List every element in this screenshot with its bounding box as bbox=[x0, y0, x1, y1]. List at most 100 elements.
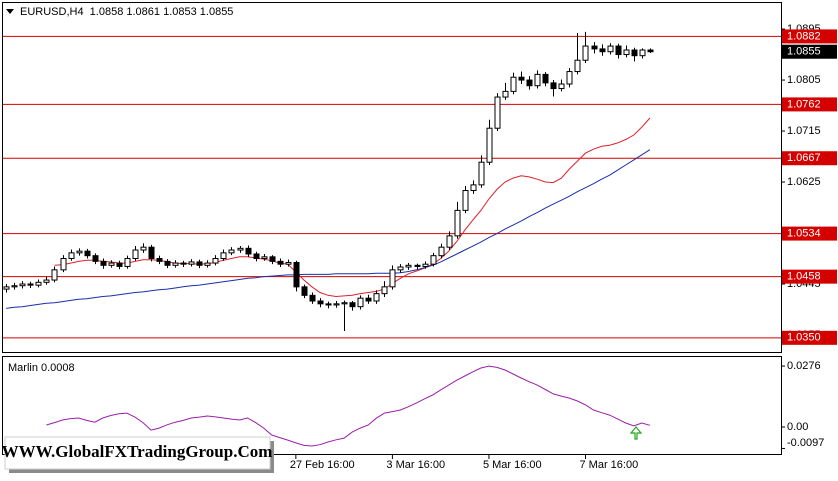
indicator-frame bbox=[2, 356, 782, 455]
lines-layer bbox=[6, 117, 651, 309]
candle-body bbox=[51, 269, 58, 281]
candle-body bbox=[140, 246, 147, 251]
candle-body bbox=[116, 262, 123, 267]
candle-body bbox=[470, 184, 477, 192]
candle-body bbox=[11, 285, 18, 288]
level-label-box bbox=[782, 226, 837, 241]
y-tick-label: 0.0276 bbox=[787, 360, 821, 372]
candle-body bbox=[261, 256, 268, 260]
ma-line bbox=[54, 117, 651, 298]
level-label-box bbox=[782, 330, 837, 345]
indicator-title: Marlin 0.0008 bbox=[8, 362, 75, 374]
candle-body bbox=[245, 247, 252, 255]
level-label-box bbox=[782, 269, 837, 284]
candle-body bbox=[430, 255, 437, 265]
candle-body bbox=[253, 253, 260, 260]
candle-body bbox=[108, 262, 115, 266]
candle-body bbox=[317, 300, 324, 305]
indicator-line bbox=[46, 365, 651, 447]
candle-body bbox=[381, 286, 388, 295]
candle-body bbox=[349, 302, 356, 308]
candle-body bbox=[542, 73, 549, 84]
candle-body bbox=[35, 281, 42, 286]
candle-body bbox=[228, 249, 235, 254]
candle-body bbox=[237, 247, 244, 251]
candle-body bbox=[325, 303, 332, 306]
candle-body bbox=[558, 83, 565, 90]
signal-arrow bbox=[629, 426, 643, 440]
candle-body bbox=[582, 45, 589, 61]
candle-body bbox=[309, 294, 316, 302]
candle-body bbox=[599, 48, 606, 53]
candles-layer bbox=[3, 31, 654, 332]
y-tick-label: 0.00 bbox=[787, 421, 808, 433]
y-tick-label: 1.0805 bbox=[787, 74, 821, 86]
candle-body bbox=[462, 190, 469, 211]
candle-body bbox=[615, 45, 622, 56]
candle-body bbox=[566, 71, 573, 85]
candle-body bbox=[357, 297, 364, 308]
ma-line bbox=[6, 149, 651, 309]
candle-body bbox=[172, 262, 179, 266]
watermark-box bbox=[4, 436, 271, 470]
candle-body bbox=[486, 127, 493, 163]
candle-body bbox=[550, 82, 557, 90]
main-frame bbox=[2, 2, 782, 353]
candle-body bbox=[68, 252, 75, 260]
candle-body bbox=[19, 283, 26, 287]
candle-body bbox=[518, 76, 525, 81]
candle-body bbox=[494, 96, 501, 129]
candle-body bbox=[92, 255, 99, 262]
candle-body bbox=[534, 73, 541, 87]
candle-body bbox=[647, 49, 654, 53]
y-tick-label: -0.0097 bbox=[787, 437, 824, 449]
x-tick-label: 27 Feb 16:00 bbox=[290, 459, 355, 471]
price-label: 1.0855 bbox=[787, 46, 821, 58]
candle-body bbox=[405, 264, 412, 268]
candle-body bbox=[414, 264, 421, 267]
candle-body bbox=[373, 293, 380, 302]
candle-body bbox=[591, 45, 598, 50]
candle-body bbox=[285, 261, 292, 265]
candle-body bbox=[478, 161, 485, 186]
candle-body bbox=[510, 76, 517, 92]
candle-body bbox=[156, 258, 163, 262]
candle-body bbox=[3, 286, 10, 290]
candle-body bbox=[397, 266, 404, 271]
candle-body bbox=[60, 258, 67, 271]
x-tick-label: 5 Mar 16:00 bbox=[483, 459, 542, 471]
candle-body bbox=[180, 262, 187, 265]
candle-body bbox=[293, 261, 300, 288]
indicator-layer: Marlin 0.0008 bbox=[8, 362, 651, 447]
candle-body bbox=[188, 261, 195, 265]
candle-body bbox=[196, 261, 203, 266]
chart-header: EURUSD,H4 1.0858 1.0861 1.0853 1.0855 bbox=[20, 6, 233, 18]
candle-body bbox=[164, 260, 171, 266]
level-label-box bbox=[782, 29, 837, 44]
level-label: 1.0882 bbox=[787, 30, 821, 42]
level-label: 1.0534 bbox=[787, 227, 821, 239]
level-label: 1.0667 bbox=[787, 152, 821, 164]
candle-body bbox=[526, 79, 533, 87]
candle-body bbox=[132, 249, 139, 260]
y-tick-label: 1.0715 bbox=[787, 125, 821, 137]
level-label: 1.0762 bbox=[787, 98, 821, 110]
candle-body bbox=[301, 286, 308, 296]
candle-body bbox=[341, 302, 348, 305]
candle-body bbox=[100, 260, 107, 266]
candle-body bbox=[631, 49, 638, 57]
candle-body bbox=[43, 279, 50, 283]
candle-body bbox=[220, 252, 227, 260]
candle-body bbox=[422, 263, 429, 267]
candle-body bbox=[204, 262, 211, 266]
candle-body bbox=[27, 283, 34, 286]
level-label: 1.0458 bbox=[787, 271, 821, 283]
candle-body bbox=[76, 250, 83, 254]
candle-body bbox=[607, 45, 614, 53]
candle-body bbox=[438, 246, 445, 257]
candle-body bbox=[84, 250, 91, 257]
collapse-triangle bbox=[6, 9, 14, 14]
